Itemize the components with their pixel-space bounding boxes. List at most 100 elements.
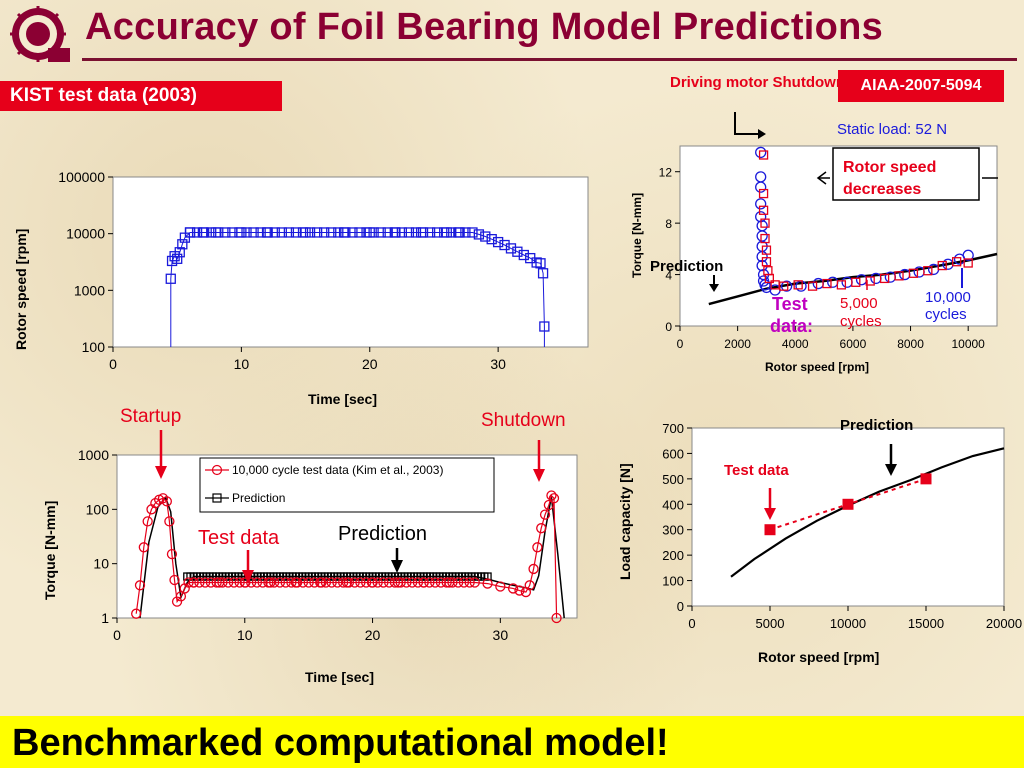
data-point (234, 227, 245, 238)
chart-torque-speed: 0 2000 4000 6000 8000 10000 0 4 8 12 Rotor speed … (630, 74, 998, 374)
data-point (467, 227, 478, 238)
test-data-point (384, 577, 395, 588)
data-point (184, 227, 196, 238)
x-axis-title: Time [sec] (308, 391, 377, 407)
kist-banner: KIST test data (2003) (0, 81, 282, 111)
data-point (241, 227, 252, 238)
test-data-point (458, 577, 470, 588)
plot-area (112, 176, 589, 348)
data-point-5000 (908, 268, 919, 278)
annotation-shutdown: Shutdown (481, 410, 566, 431)
data-point-5000 (894, 271, 904, 281)
data-point (172, 253, 183, 264)
data-point (424, 227, 436, 238)
university-logo (10, 6, 70, 62)
test-data-point (548, 493, 560, 504)
data-point (396, 227, 408, 238)
x-tick-label: 0 (677, 337, 684, 351)
annotation-test-data-line2: data: (770, 316, 813, 336)
data-point (486, 234, 497, 245)
data-point-5000 (764, 273, 774, 284)
x-tick-label: 10 (237, 627, 253, 643)
y-tick-label: 8 (665, 217, 672, 231)
test-data-point (536, 523, 547, 534)
data-point-5000 (923, 266, 933, 276)
chart-rotor-speed: 0 10 20 30 100 1000 10000 100000 Time [sec] Rot… (13, 169, 589, 407)
data-point (446, 227, 457, 238)
test-data-point (251, 577, 263, 588)
data-point (248, 227, 259, 238)
reference-badge: AIAA-2007-5094 (838, 70, 1004, 102)
data-point (326, 227, 337, 238)
data-point (505, 243, 517, 254)
y-tick-label: 700 (662, 421, 684, 436)
y-tick-label: 500 (662, 472, 684, 487)
test-data-point (234, 577, 245, 588)
test-data-point (349, 577, 360, 588)
test-data-point (842, 498, 854, 510)
annotation-prediction: Prediction (650, 258, 723, 275)
test-data-point (378, 577, 389, 588)
y-tick-label: 1000 (78, 447, 109, 463)
data-point (213, 227, 224, 238)
y-tick-label: 4 (665, 269, 672, 283)
data-point-10000 (780, 280, 793, 292)
test-data-point (338, 577, 349, 588)
data-point (432, 227, 443, 238)
test-data-point (131, 608, 142, 619)
test-data-point (315, 577, 326, 588)
annotation-test-data-line1: Test (772, 294, 808, 314)
annotation-test-data: Test data (198, 527, 280, 549)
data-point (319, 227, 330, 238)
test-data-point (539, 509, 551, 520)
y-axis-title: Rotor speed [rpm] (13, 229, 29, 350)
test-data-point (546, 490, 557, 501)
data-point (535, 258, 546, 269)
data-point (539, 321, 550, 332)
data-point (403, 227, 415, 238)
test-data-point (528, 563, 539, 575)
test-data-point (430, 577, 441, 588)
test-data-point (183, 577, 194, 588)
data-point (512, 246, 523, 257)
test-data-point (495, 581, 506, 592)
test-data-point (453, 577, 464, 588)
x-tick-label: 2000 (724, 337, 751, 351)
test-data-point (507, 583, 519, 594)
test-data-point (424, 577, 435, 588)
y-tick-label: 1 (101, 610, 109, 626)
data-point (340, 227, 351, 238)
x-tick-label: 0 (113, 627, 121, 643)
data-point (361, 227, 372, 238)
x-tick-label: 10000 (951, 337, 985, 351)
data-point (460, 227, 471, 238)
test-data-point (309, 577, 320, 588)
test-data-point (532, 542, 543, 553)
test-data-point (332, 577, 343, 588)
data-point (304, 227, 316, 238)
x-tick-label: 10000 (830, 616, 866, 631)
data-point-5000 (758, 188, 769, 199)
data-point (492, 236, 504, 248)
y-tick-label: 300 (662, 523, 684, 538)
x-tick-label: 10 (234, 356, 250, 372)
test-data-point (372, 577, 383, 588)
data-point-5000 (779, 281, 789, 291)
test-data-point (200, 577, 211, 588)
x-tick-label: 5000 (756, 616, 785, 631)
test-data-point (263, 577, 274, 588)
data-point-5000 (836, 280, 847, 290)
data-point-5000 (807, 281, 818, 291)
data-point (354, 227, 365, 238)
y-tick-label: 10000 (66, 226, 105, 242)
test-data-point (246, 577, 257, 588)
y-tick-label: 100 (662, 574, 684, 589)
data-point (417, 227, 429, 238)
x-tick-label: 0 (688, 616, 695, 631)
legend-label-test: 10,000 cycle test data (Kim et al., 2003… (232, 463, 443, 477)
test-data-point (355, 577, 366, 588)
data-point (276, 227, 287, 238)
data-point-5000 (937, 260, 947, 271)
test-data-point (138, 542, 149, 553)
test-data-point (469, 577, 480, 588)
